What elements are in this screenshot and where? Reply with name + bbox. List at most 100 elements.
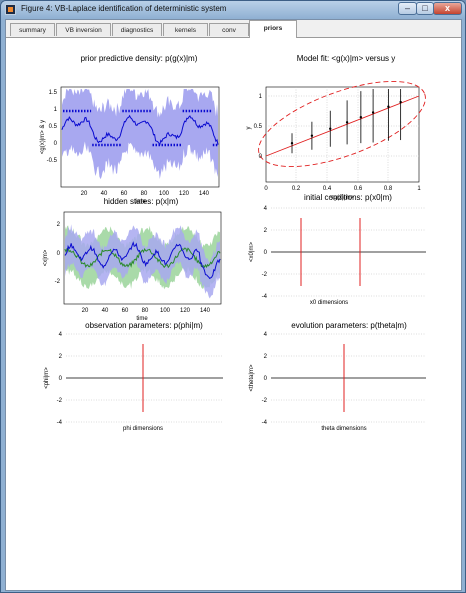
tab-conv[interactable]: conv xyxy=(209,23,249,36)
minimize-button[interactable]: – xyxy=(398,2,417,15)
evo-ytick-3: 0 xyxy=(264,376,268,382)
hs-xtick-6: 120 xyxy=(180,308,191,314)
tab-bar: summary VB inversion diagnostics kernels… xyxy=(6,20,461,38)
ic-ytick-5: -4 xyxy=(262,294,268,300)
matlab-figure-icon xyxy=(5,4,16,15)
obs-ytick-2: 2 xyxy=(59,354,63,360)
mf-xtick-5: 0.8 xyxy=(384,186,393,192)
obs-grid xyxy=(66,333,223,423)
hs-ytick-3: -2 xyxy=(55,279,61,285)
hs-ylabel: <x|m> xyxy=(43,249,49,266)
mf-xlabel: <g(x)|m> xyxy=(330,195,354,201)
obs-ylabel: <phi|m> xyxy=(44,367,50,389)
mf-ylabel: y xyxy=(246,127,252,130)
hs-xlabel: time xyxy=(136,316,148,322)
hs-xtick-7: 140 xyxy=(200,308,211,314)
title-bar[interactable]: Figure 4: VB-Laplace identification of d… xyxy=(1,1,465,19)
tab-priors[interactable]: priors xyxy=(249,20,297,38)
pp-xtick-7: 140 xyxy=(199,191,210,197)
ic-ylabel: <x0|m> xyxy=(249,242,255,262)
tab-kernels[interactable]: kernels xyxy=(163,23,208,36)
observation-params-panel[interactable]: observation parameters: p(phi|m) 4 2 0 -… xyxy=(44,321,223,432)
pp-ylabel: <g(x)|m> & y xyxy=(40,120,46,154)
model-fit-title: Model fit: <g(x)|m> versus y xyxy=(297,54,396,63)
pp-ytick-5: -0.5 xyxy=(47,158,58,164)
hs-xtick-1: 20 xyxy=(82,308,89,314)
close-button[interactable]: x xyxy=(433,2,462,15)
evo-grid xyxy=(271,333,426,423)
model-fit-panel[interactable]: Model fit: <g(x)|m> versus y 1 0.5 0 0 0… xyxy=(246,54,436,201)
tab-diagnostics[interactable]: diagnostics xyxy=(112,23,162,36)
initial-conditions-title: initial conditions: p(x0|m) xyxy=(304,193,392,202)
model-fit-points xyxy=(290,89,402,154)
fit-point xyxy=(359,115,363,119)
fit-point xyxy=(387,105,390,108)
pp-xtick-6: 120 xyxy=(179,191,190,197)
obs-ytick-4: -2 xyxy=(57,398,63,404)
mf-xtick-6: 1 xyxy=(417,186,421,192)
pp-xtick-5: 100 xyxy=(159,191,170,197)
pp-ytick-4: 0 xyxy=(54,141,58,147)
ic-ytick-4: -2 xyxy=(262,272,268,278)
ic-ytick-1: 4 xyxy=(264,206,268,212)
evolution-params-title: evolution parameters: p(theta|m) xyxy=(291,321,407,330)
evo-ytick-4: -2 xyxy=(262,398,268,404)
hs-xtick-5: 100 xyxy=(160,308,171,314)
fit-point xyxy=(310,134,314,137)
tab-vb-inversion[interactable]: VB inversion xyxy=(56,23,111,36)
obs-ytick-5: -4 xyxy=(57,420,63,426)
fit-point xyxy=(371,111,375,114)
evolution-params-panel[interactable]: evolution parameters: p(theta|m) 4 2 0 -… xyxy=(249,321,426,432)
evo-ytick-1: 4 xyxy=(264,332,268,338)
mf-ytick-1: 1 xyxy=(259,94,263,100)
mf-xtick-4: 0.6 xyxy=(354,186,363,192)
hs-ytick-2: 0 xyxy=(57,251,61,257)
observation-params-title: observation parameters: p(phi|m) xyxy=(85,321,203,330)
ic-ytick-2: 2 xyxy=(264,228,268,234)
obs-ytick-3: 0 xyxy=(59,376,63,382)
obs-ytick-1: 4 xyxy=(59,332,63,338)
ic-ytick-3: 0 xyxy=(264,250,268,256)
hs-xtick-2: 40 xyxy=(102,308,109,314)
prior-predictive-panel[interactable]: prior predictive density: p(g(x)|m) 1.5 … xyxy=(40,54,220,205)
pp-xlabel: time xyxy=(134,199,146,205)
pp-xtick-3: 60 xyxy=(121,191,128,197)
pp-xtick-2: 40 xyxy=(101,191,108,197)
fit-point xyxy=(345,121,349,124)
pp-xtick-4: 80 xyxy=(141,191,148,197)
ic-xlabel: x0 dimensions xyxy=(310,300,348,306)
plots-area: prior predictive density: p(g(x)|m) 1.5 … xyxy=(40,54,436,432)
mf-ytick-3: 0 xyxy=(259,154,263,160)
pp-xtick-1: 20 xyxy=(81,191,88,197)
pp-ytick-1: 1.5 xyxy=(49,90,58,96)
hs-xtick-3: 60 xyxy=(122,308,129,314)
mf-xtick-3: 0.4 xyxy=(323,186,332,192)
evo-ytick-2: 2 xyxy=(264,354,268,360)
ic-grid xyxy=(271,207,426,297)
mf-xtick-1: 0 xyxy=(264,186,268,192)
obs-xlabel: phi dimensions xyxy=(123,426,163,432)
identity-line xyxy=(265,95,420,157)
evo-ytick-5: -4 xyxy=(262,420,268,426)
hidden-states-panel[interactable]: hidden states: p(x|m) 2 0 -2 20 40 60 80… xyxy=(43,197,222,322)
figure-canvas: summary VB inversion diagnostics kernels… xyxy=(5,19,462,591)
initial-conditions-panel[interactable]: initial conditions: p(x0|m) 4 2 0 -2 -4 … xyxy=(249,193,426,306)
fit-point xyxy=(290,142,294,145)
prior-predictive-mean xyxy=(61,114,219,146)
pp-ytick-3: 0.5 xyxy=(49,124,58,130)
maximize-button[interactable]: □ xyxy=(416,2,434,15)
hidden-state-2-mean xyxy=(64,247,221,269)
confidence-ellipse xyxy=(258,81,426,167)
evo-ylabel: <theta|m> xyxy=(249,364,255,391)
hidden-states-title: hidden states: p(x|m) xyxy=(104,197,179,206)
mf-xtick-2: 0.2 xyxy=(292,186,301,192)
fit-point xyxy=(399,100,402,104)
hs-xtick-4: 80 xyxy=(142,308,149,314)
hs-ytick-1: 2 xyxy=(57,222,61,228)
fit-point xyxy=(329,127,332,130)
prior-predictive-band xyxy=(62,89,218,180)
tab-summary[interactable]: summary xyxy=(10,23,55,36)
window-title: Figure 4: VB-Laplace identification of d… xyxy=(21,4,227,13)
pp-ytick-2: 1 xyxy=(54,107,58,113)
